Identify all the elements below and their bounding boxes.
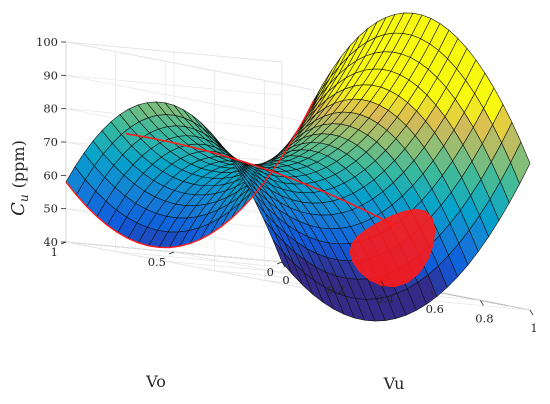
x-tick-label: 0 — [282, 273, 289, 287]
x-tick-label: 0.4 — [376, 292, 394, 306]
x-tick-mark — [331, 271, 335, 277]
highlight-region — [65, 99, 436, 288]
x-tick-mark — [281, 261, 286, 268]
x-axis-label: Vu — [383, 374, 405, 393]
x-tick-mark — [480, 300, 484, 306]
z-tick-label: 60 — [43, 168, 58, 182]
z-tick-label: 90 — [43, 68, 58, 82]
y-tick-label: 0 — [267, 265, 274, 279]
x-tick-mark — [430, 290, 435, 297]
z-tick-label: 80 — [43, 102, 58, 116]
highlight-curve — [125, 132, 397, 227]
y-axis-label: Vo — [145, 372, 166, 391]
x-tick-label: 0.2 — [326, 283, 344, 297]
y-tick-mark — [168, 251, 175, 255]
highlight-back-edge — [65, 99, 315, 249]
x-tick-mark — [529, 309, 534, 316]
z-tick-label: 50 — [43, 202, 58, 216]
z-axis-label: Cu (ppm) — [8, 140, 31, 216]
z-axis-label-subscript: u — [17, 194, 31, 202]
surface-cell — [510, 141, 531, 185]
z-axis-label-unit: (ppm) — [9, 140, 28, 188]
x-tick-label: 1 — [530, 321, 537, 335]
y-tick-label: 1 — [51, 245, 58, 259]
x-tick-label: 0.8 — [475, 311, 493, 325]
z-tick-label: 100 — [36, 35, 58, 49]
z-axis-label-symbol: C — [8, 202, 29, 216]
z-tick-label: 70 — [43, 135, 58, 149]
y-tick-label: 0.5 — [148, 255, 166, 269]
axis-labels: Vu Vo Cu (ppm) — [8, 140, 404, 393]
x-tick-label: 0.6 — [426, 302, 444, 316]
x-tick-mark — [380, 280, 385, 287]
y-tick-mark — [276, 261, 283, 265]
highlight-patch — [349, 208, 436, 288]
surface-mesh — [65, 12, 531, 322]
z-tick-label: 40 — [43, 235, 58, 249]
